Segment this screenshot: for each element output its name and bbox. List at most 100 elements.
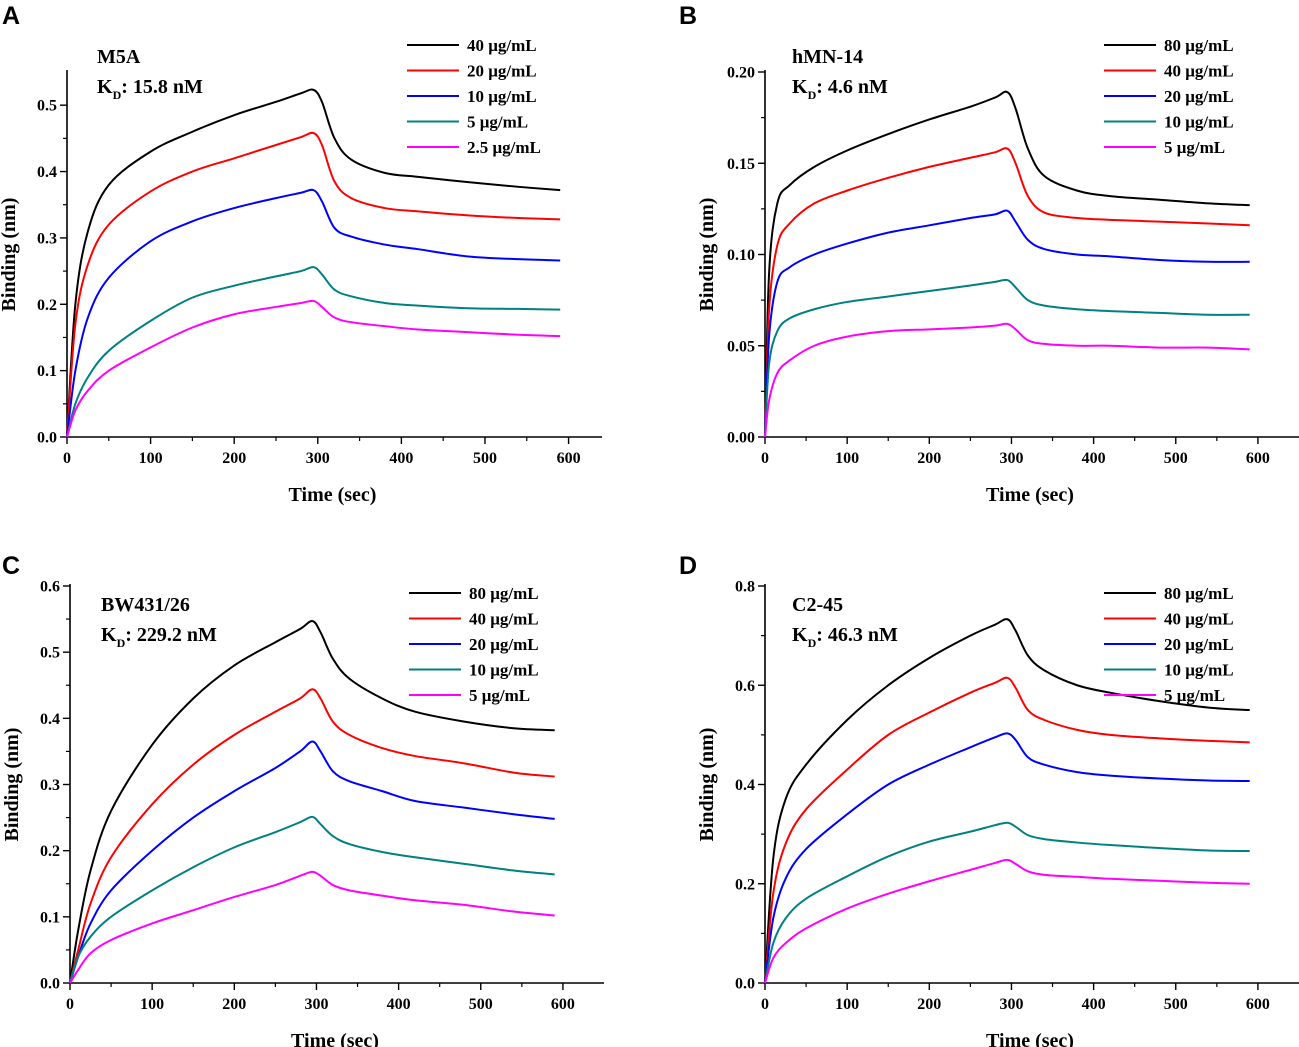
kd-subscript: D (808, 636, 817, 650)
series-line (764, 147, 1250, 438)
x-tick-label: 300 (999, 450, 1023, 467)
legend-label: 20 μg/mL (467, 62, 537, 81)
x-tick-label: 500 (473, 450, 497, 467)
x-tick-label: 100 (140, 996, 164, 1013)
legend-label: 40 μg/mL (1164, 610, 1234, 629)
x-tick-label: 200 (222, 996, 246, 1013)
series-line (66, 266, 561, 438)
y-tick-label: 0.00 (727, 430, 755, 447)
y-tick-label: 0.3 (40, 777, 60, 794)
legend-label: 80 μg/mL (1164, 584, 1234, 603)
series-line (764, 821, 1250, 984)
y-tick-label: 0.5 (37, 98, 57, 115)
x-tick-label: 0 (761, 996, 769, 1013)
legend-label: 10 μg/mL (1164, 113, 1234, 132)
y-tick-label: 0.3 (37, 230, 57, 247)
x-tick-label: 500 (1164, 996, 1188, 1013)
kd-number: : 4.6 nM (816, 76, 888, 98)
series-line (764, 278, 1250, 438)
y-tick-label: 0.1 (37, 363, 57, 380)
x-axis-title: Time (sec) (986, 484, 1074, 506)
x-tick-label: 600 (557, 450, 581, 467)
panel-letter: D (679, 552, 697, 580)
y-tick-label: 0.0 (40, 976, 60, 993)
kd-subscript: D (117, 636, 126, 650)
antibody-name: C2-45 (792, 594, 843, 616)
y-tick-label: 0.6 (40, 579, 60, 596)
x-axis-title: Time (sec) (289, 484, 377, 506)
antibody-name: hMN-14 (792, 46, 863, 68)
legend-label: 5 μg/mL (1164, 686, 1225, 705)
legend-label: 80 μg/mL (469, 584, 539, 603)
x-tick-label: 500 (1164, 450, 1188, 467)
legend-label: 10 μg/mL (467, 87, 537, 106)
legend-label: 20 μg/mL (1164, 635, 1234, 654)
legend-label: 2.5 μg/mL (467, 138, 541, 157)
series-line (69, 620, 555, 984)
antibody-name: BW431/26 (101, 594, 190, 616)
legend-label: 5 μg/mL (469, 686, 530, 705)
series-line (764, 90, 1250, 438)
x-tick-label: 500 (469, 996, 493, 1013)
kd-number: : 46.3 nM (816, 624, 898, 646)
legend-label: 20 μg/mL (469, 635, 539, 654)
legend-label: 10 μg/mL (469, 661, 539, 680)
series-line (764, 676, 1250, 984)
x-tick-label: 300 (304, 996, 328, 1013)
x-tick-label: 600 (551, 996, 575, 1013)
legend-label: 80 μg/mL (1164, 36, 1234, 55)
kd-value: KD: 4.6 nM (792, 76, 888, 102)
series-line (764, 209, 1250, 438)
y-tick-label: 0.4 (40, 711, 60, 728)
legend-label: 40 μg/mL (469, 610, 539, 629)
panel-letter: C (2, 552, 20, 580)
kd-value: KD: 229.2 nM (101, 624, 217, 650)
y-axis-title: Binding (nm) (696, 728, 718, 842)
kd-value: KD: 15.8 nM (97, 76, 203, 102)
series-line (69, 815, 555, 984)
series-line (69, 688, 555, 984)
x-axis-title: Time (sec) (986, 1030, 1074, 1047)
x-tick-label: 100 (139, 450, 163, 467)
panel-c: C 0 100 200 300 400 500 600 0.0 0.1 0.2 0.3 0.4 0.5 0.… (1, 552, 604, 1047)
antibody-name: M5A (97, 46, 141, 68)
legend-label: 5 μg/mL (467, 113, 528, 132)
y-tick-label: 0.4 (735, 777, 755, 794)
y-tick-label: 0.05 (727, 338, 755, 355)
x-tick-label: 200 (917, 450, 941, 467)
y-tick-label: 0.10 (727, 247, 755, 264)
series-line (66, 299, 561, 438)
x-tick-label: 0 (761, 450, 769, 467)
y-axis-title: Binding (nm) (0, 198, 20, 312)
x-tick-label: 200 (222, 450, 246, 467)
series-line (66, 188, 561, 438)
y-tick-label: 0.1 (40, 909, 60, 926)
x-tick-label: 400 (1082, 450, 1106, 467)
series-line (764, 322, 1250, 438)
x-tick-label: 400 (389, 450, 413, 467)
kd-subscript: D (808, 88, 817, 102)
y-tick-label: 0.0 (37, 430, 57, 447)
y-tick-label: 0.6 (735, 678, 755, 695)
legend-label: 5 μg/mL (1164, 138, 1225, 157)
panel-letter: A (2, 2, 20, 30)
y-tick-label: 0.2 (40, 843, 60, 860)
x-tick-label: 100 (835, 450, 859, 467)
legend-label: 10 μg/mL (1164, 661, 1234, 680)
kd-value: KD: 46.3 nM (792, 624, 898, 650)
kd-symbol: K (97, 76, 113, 98)
kd-symbol: K (101, 624, 117, 646)
series-line (69, 740, 555, 984)
kd-subscript: D (113, 88, 122, 102)
kd-symbol: K (792, 76, 808, 98)
y-tick-label: 0.0 (735, 976, 755, 993)
x-tick-label: 100 (835, 996, 859, 1013)
x-tick-label: 600 (1246, 450, 1270, 467)
x-tick-label: 0 (63, 450, 71, 467)
y-tick-label: 0.4 (37, 164, 57, 181)
x-tick-label: 400 (387, 996, 411, 1013)
series-line (66, 88, 561, 438)
kd-number: : 15.8 nM (121, 76, 203, 98)
kd-number: : 229.2 nM (125, 624, 217, 646)
